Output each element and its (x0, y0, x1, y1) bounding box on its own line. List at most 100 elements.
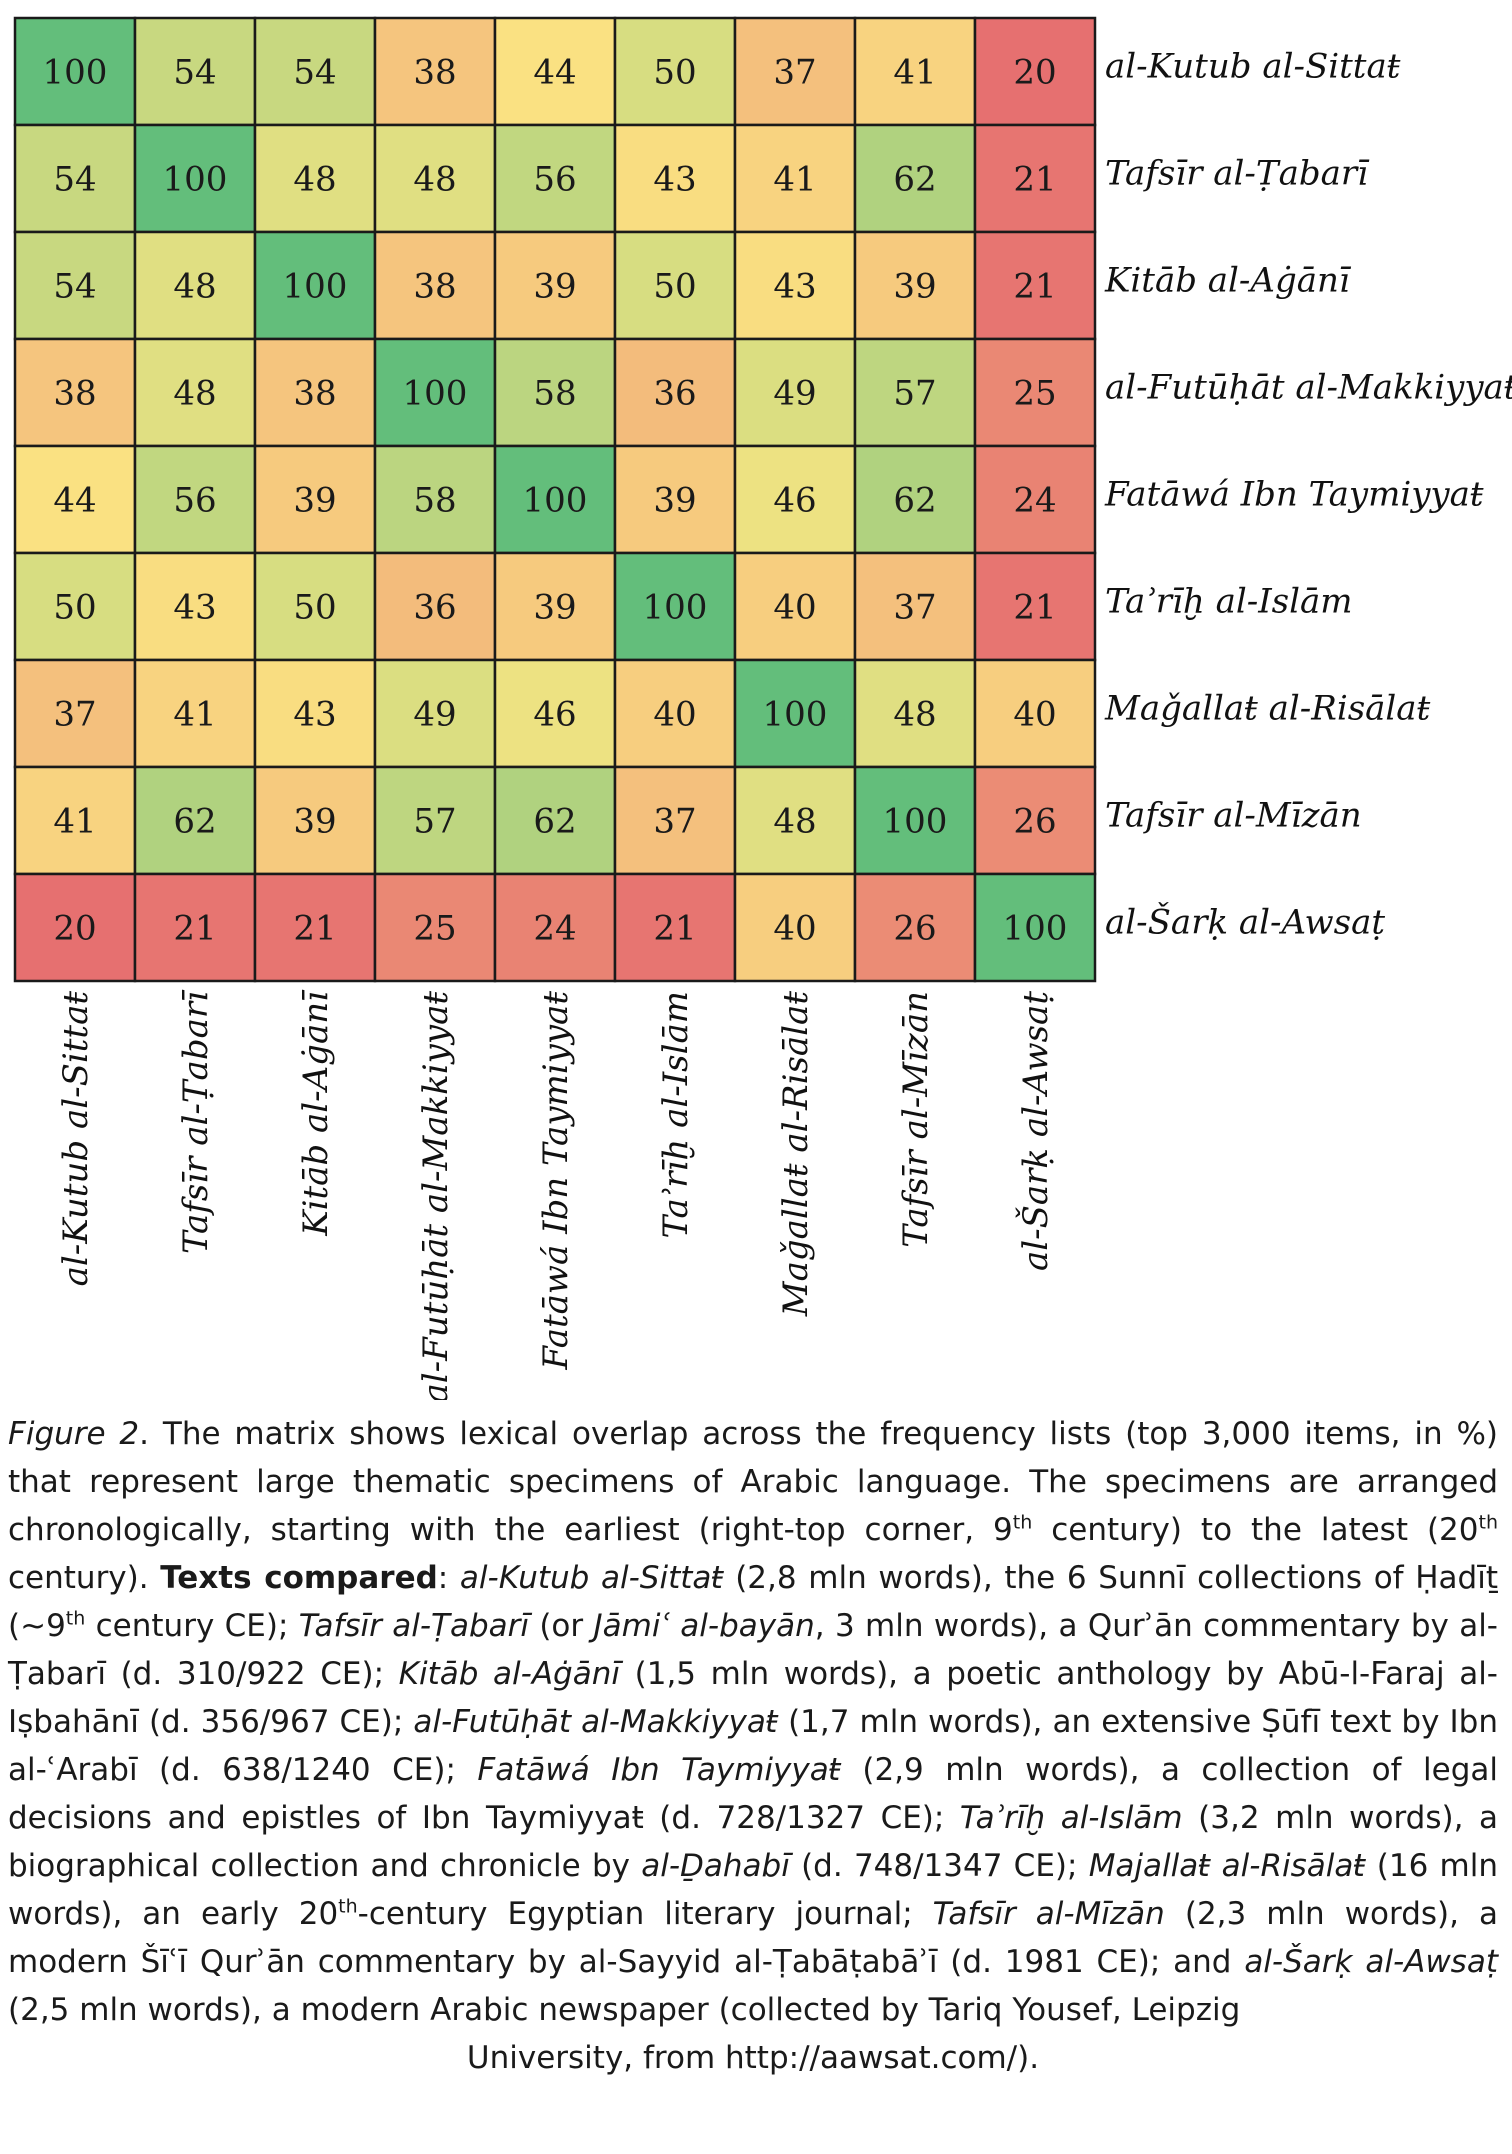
heatmap-cell (973, 765, 1097, 876)
cell-value: 41 (893, 53, 936, 93)
cell-value: 39 (533, 267, 576, 307)
cell-value: 62 (533, 802, 576, 842)
heatmap-cell (973, 230, 1097, 341)
cell-value: 62 (173, 802, 216, 842)
cell-value: 57 (893, 374, 936, 414)
cell-value: 100 (763, 695, 828, 735)
cell-value: 38 (413, 53, 456, 93)
cell-value: 20 (53, 909, 96, 949)
heatmap-cell (973, 551, 1097, 662)
row-label: Fatāwá Ibn Taymiyyaŧ (1104, 475, 1484, 515)
cell-value: 100 (523, 481, 588, 521)
heatmap-cell (373, 765, 497, 876)
column-label: Taʾrīḫ al-Islām (656, 991, 696, 1238)
caption-title: al-Kutub al-Sittaŧ (459, 1560, 724, 1596)
cell-value: 100 (403, 374, 468, 414)
cell-value: 62 (893, 160, 936, 200)
heatmap-figure: 100 54 54 38 44 50 37 41 20 54 100 48 48 56 43 41 62 21 54… (13, 16, 1512, 1400)
caption-text: century CE); (85, 1608, 299, 1644)
heatmap-cell (493, 123, 617, 234)
cell-value: 25 (413, 909, 456, 949)
row-label: Kitāb al-Aġānī (1104, 261, 1352, 301)
caption-bold-label: Texts compared (160, 1560, 438, 1596)
cell-value: 48 (413, 160, 456, 200)
cell-value: 43 (173, 588, 216, 628)
heatmap-cell (613, 16, 737, 127)
cell-value: 37 (653, 802, 696, 842)
heatmap-cells: 100 54 54 38 44 50 37 41 20 54 100 48 48 56 43 41 62 21 54… (13, 16, 1097, 983)
column-labels: al-Kutub al-Sittaŧ Tafsīr al-Ṭabarī Kitāb … (56, 989, 1056, 1400)
heatmap-cell (733, 444, 857, 555)
row-label: Tafsīr al-Ṭabarī (1105, 154, 1370, 194)
heatmap-cell (373, 337, 497, 448)
heatmap-cell (13, 765, 137, 876)
caption-title: Taʾrīḫ al-Islām (959, 1800, 1183, 1836)
cell-value: 49 (413, 695, 456, 735)
caption-sup: th (1478, 1511, 1499, 1534)
heatmap-cell (613, 444, 737, 555)
cell-value: 57 (413, 802, 456, 842)
caption-title: Tafsīr al-Mīzān (932, 1896, 1165, 1932)
heatmap-cell (733, 765, 857, 876)
cell-value: 37 (53, 695, 96, 735)
caption-text: (1,5 mln words), a poetic anthology by A… (8, 1656, 1498, 1740)
caption-title: Fatāwá Ibn Taymiyyaŧ (477, 1752, 841, 1788)
caption-text: (2,3 mln words), a modern Šīʿī Qurʾān co… (8, 1896, 1499, 1980)
heatmap-cell (133, 551, 257, 662)
cell-value: 100 (43, 53, 108, 93)
cell-value: 36 (413, 588, 456, 628)
cell-value: 21 (1013, 160, 1056, 200)
column-label: al-Kutub al-Sittaŧ (56, 991, 96, 1287)
heatmap-cell (853, 123, 977, 234)
cell-value: 48 (173, 374, 216, 414)
heatmap-cell (253, 230, 377, 341)
cell-value: 62 (893, 481, 936, 521)
cell-value: 50 (293, 588, 336, 628)
caption-title: Tafsīr al-Ṭabarī (298, 1608, 529, 1644)
heatmap-cell (373, 444, 497, 555)
heatmap-cell (613, 765, 737, 876)
caption-text: (16 mln words), an early 20 (8, 1848, 1498, 1932)
cell-value: 43 (773, 267, 816, 307)
cell-value: 54 (53, 160, 96, 200)
cell-value: 24 (533, 909, 576, 949)
caption-text: (3,2 mln words), a biographical collecti… (8, 1800, 1499, 1884)
heatmap-cell (493, 872, 617, 983)
caption-title: al-Ḏahabī (641, 1848, 790, 1884)
cell-value: 40 (653, 695, 696, 735)
row-label: al-Kutub al-Sittaŧ (1105, 47, 1401, 87)
cell-value: 50 (653, 267, 696, 307)
heatmap-cell (13, 16, 137, 127)
heatmap-cell (853, 16, 977, 127)
cell-value: 48 (293, 160, 336, 200)
cell-value: 56 (173, 481, 216, 521)
cell-value: 41 (773, 160, 816, 200)
heatmap-cell (493, 765, 617, 876)
heatmap-cell (253, 872, 377, 983)
caption-text: (d. 748/1347 CE); (789, 1848, 1089, 1884)
cell-value: 37 (893, 588, 936, 628)
heatmap-cell (373, 872, 497, 983)
cell-value: 58 (413, 481, 456, 521)
cell-value: 43 (293, 695, 336, 735)
cell-value: 37 (773, 53, 816, 93)
heatmap-cell (133, 230, 257, 341)
column-label: al-Futūḥāt al-Makkiyyaŧ (416, 991, 456, 1400)
caption-sup: th (65, 1607, 86, 1630)
cell-value: 48 (773, 802, 816, 842)
cell-value: 44 (53, 481, 96, 521)
caption-fig-label: Figure 2 (8, 1416, 140, 1452)
heatmap-cell (13, 658, 137, 769)
caption-text: (2,5 mln words), a modern Arabic newspap… (8, 1992, 1241, 2028)
caption-title: Jāmiʿ al-bayān (593, 1608, 815, 1644)
heatmap-cell (733, 123, 857, 234)
cell-value: 21 (293, 909, 336, 949)
heatmap-cell (253, 765, 377, 876)
cell-value: 20 (1013, 53, 1056, 93)
row-label: al-Šarḳ al-Awsaṭ (1105, 902, 1385, 943)
heatmap-cell (13, 551, 137, 662)
caption-sup: th (338, 1895, 358, 1918)
cell-value: 41 (53, 802, 96, 842)
caption-text: -century Egyptian literary journal; (357, 1896, 933, 1932)
heatmap-cell (13, 444, 137, 555)
